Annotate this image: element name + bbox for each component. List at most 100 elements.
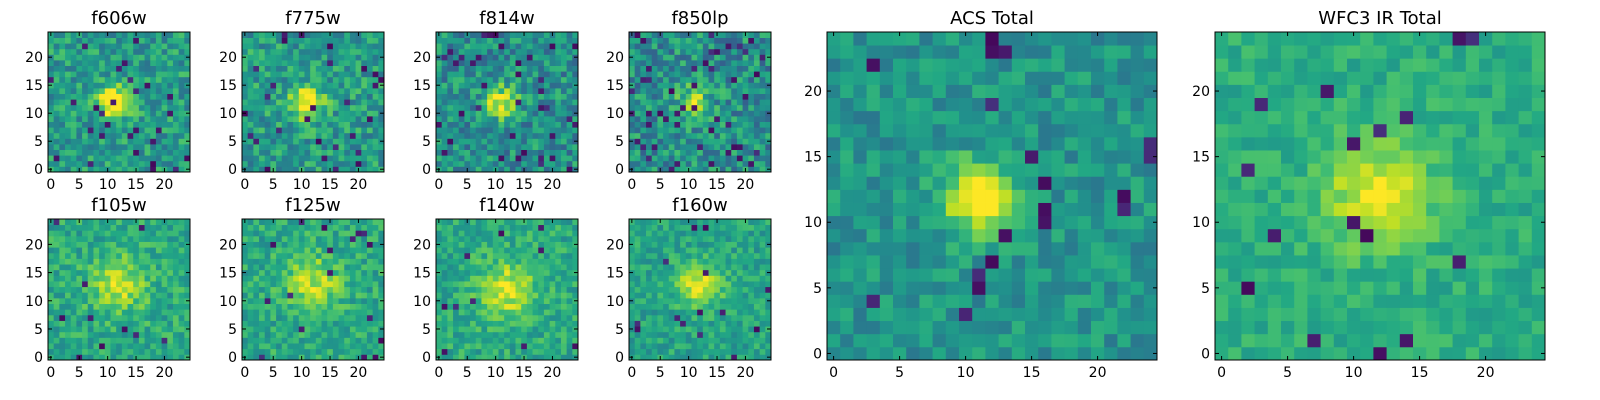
heatmap-cell [640, 71, 647, 78]
heatmap-cell [344, 292, 351, 299]
heatmap-cell [321, 303, 328, 310]
heatmap-cell [242, 331, 249, 338]
heatmap-cell [549, 93, 556, 100]
heatmap-cell [504, 166, 511, 173]
heatmap-cell [59, 48, 66, 55]
heatmap-cell [155, 309, 162, 316]
heatmap-cell [504, 60, 511, 66]
heatmap-cell [685, 71, 692, 78]
heatmap-cell [87, 88, 94, 94]
heatmap-cell [276, 127, 283, 134]
heatmap-cell [315, 252, 322, 259]
heatmap-cell [104, 241, 111, 248]
heatmap-cell [155, 138, 162, 145]
heatmap-cell [748, 82, 755, 89]
heatmap-cell [264, 43, 271, 50]
heatmap-cell [492, 337, 499, 344]
heatmap-cell [276, 60, 283, 66]
heatmap-cell [719, 71, 726, 78]
heatmap-cell [121, 331, 128, 338]
heatmap-cell [338, 149, 345, 156]
heatmap-cell [304, 43, 311, 50]
heatmap-cell [310, 160, 317, 167]
heatmap-cell [93, 337, 100, 344]
heatmap-cell [538, 32, 545, 38]
heatmap-cell [293, 138, 300, 145]
heatmap-cell [70, 88, 77, 94]
heatmap-cell [344, 247, 351, 254]
heatmap-cell [436, 331, 443, 338]
x-tick-label: 10 [487, 177, 505, 193]
heatmap-cell [59, 331, 66, 338]
heatmap-cell [436, 275, 443, 282]
heatmap-cell [515, 32, 522, 38]
heatmap-cell [470, 343, 477, 350]
heatmap-cell [321, 121, 328, 128]
heatmap-cell [338, 219, 345, 226]
heatmap-cell [344, 71, 351, 78]
heatmap-cell [725, 286, 732, 293]
heatmap-cell [759, 326, 766, 333]
heatmap-cell [725, 116, 732, 122]
heatmap-cell [366, 60, 374, 66]
heatmap-cell [719, 309, 726, 316]
heatmap-cell [127, 160, 134, 167]
heatmap-cell [361, 258, 368, 265]
heatmap-cell [332, 281, 339, 288]
heatmap-cell [253, 309, 260, 316]
heatmap-cell [87, 48, 94, 55]
heatmap-cell [481, 343, 488, 350]
heatmap-cell [259, 76, 266, 83]
heatmap-cell [184, 60, 191, 66]
heatmap-cell [436, 93, 443, 100]
heatmap-cell [259, 348, 266, 355]
heatmap-cell [538, 82, 545, 89]
heatmap-cell [99, 297, 106, 304]
heatmap-cell [150, 224, 157, 231]
heatmap-cell [332, 43, 339, 50]
heatmap-cell [264, 252, 271, 259]
heatmap-cell [702, 281, 709, 288]
heatmap-cell [349, 144, 356, 150]
heatmap-cell [172, 138, 180, 145]
heatmap-cell [657, 314, 664, 321]
heatmap-cell [646, 32, 653, 38]
heatmap-cell [155, 48, 162, 55]
heatmap-cell [759, 166, 766, 173]
heatmap-cell [736, 343, 743, 350]
heatmap-cell [458, 93, 465, 100]
heatmap-cell [150, 219, 157, 226]
heatmap-cell [338, 82, 345, 89]
heatmap-cell [344, 82, 351, 89]
heatmap-cell [742, 286, 749, 293]
heatmap-cell [657, 54, 664, 61]
heatmap-cell [287, 348, 294, 355]
heatmap-cell [332, 269, 339, 276]
heatmap-cell [293, 252, 300, 259]
heatmap-cell [765, 309, 772, 316]
heatmap-cell [264, 160, 271, 167]
heatmap-cell [161, 82, 168, 89]
heatmap-cell [287, 292, 294, 299]
heatmap-cell [515, 348, 522, 355]
heatmap-cell [65, 326, 72, 333]
heatmap-cell [178, 258, 185, 265]
heatmap-cell [708, 127, 715, 134]
heatmap-cell [332, 65, 339, 72]
heatmap-cell [549, 309, 556, 316]
heatmap-cell [287, 88, 294, 94]
heatmap-cell [361, 166, 368, 173]
heatmap-cell [76, 252, 83, 259]
heatmap-cell [714, 149, 721, 156]
heatmap-cell [332, 116, 339, 122]
heatmap-cell [70, 309, 77, 316]
heatmap-cell [725, 348, 732, 355]
heatmap-cell [144, 127, 151, 134]
heatmap-cell [332, 343, 339, 350]
heatmap-cell [361, 241, 368, 248]
heatmap-cell [338, 71, 345, 78]
heatmap-cell [349, 348, 356, 355]
heatmap-cell [538, 320, 545, 327]
heatmap-cell [504, 286, 511, 293]
heatmap-cell [702, 93, 709, 100]
